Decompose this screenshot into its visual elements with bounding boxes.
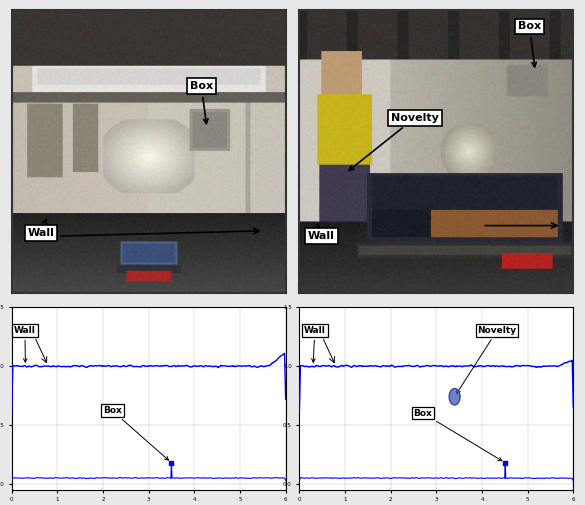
Text: Novelty: Novelty <box>349 113 439 170</box>
Text: Wall: Wall <box>304 326 326 362</box>
Text: Box: Box <box>103 406 168 460</box>
Polygon shape <box>449 388 460 405</box>
Text: Box: Box <box>190 81 213 123</box>
Point <box>501 459 510 467</box>
Text: Novelty: Novelty <box>457 326 517 393</box>
Text: Wall: Wall <box>308 224 335 241</box>
Text: Box: Box <box>414 409 502 461</box>
Text: Box: Box <box>518 22 541 67</box>
Point <box>167 459 176 467</box>
Text: Wall: Wall <box>14 326 36 362</box>
Text: Wall: Wall <box>27 220 54 238</box>
